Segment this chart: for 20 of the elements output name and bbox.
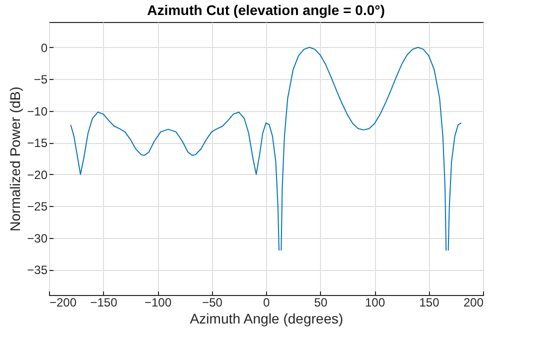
y-tick-label: −30 xyxy=(27,231,48,246)
x-tick-label: −200 xyxy=(50,296,77,310)
x-tick-label: −150 xyxy=(90,296,118,310)
y-tick-label: 0 xyxy=(40,40,48,55)
y-tick-label: −20 xyxy=(27,168,48,182)
x-tick-label: 0 xyxy=(263,296,270,310)
x-tick-label: −100 xyxy=(144,296,172,310)
x-tick-label: 150 xyxy=(419,296,440,310)
x-tick-label: 100 xyxy=(364,296,386,310)
x-tick-label: 200 xyxy=(463,296,484,310)
y-tick-label: −15 xyxy=(27,136,48,150)
y-tick-label: −25 xyxy=(27,200,48,214)
x-tick-label: 50 xyxy=(314,296,328,310)
y-tick-label: −10 xyxy=(27,104,48,118)
y-tick-label: −5 xyxy=(34,72,48,87)
x-axis-title: Azimuth Angle (degrees) xyxy=(190,310,344,326)
y-tick-label: −35 xyxy=(27,263,48,278)
x-tick-label: −50 xyxy=(202,296,223,310)
chart-title: Azimuth Cut (elevation angle = 0.0°) xyxy=(147,2,385,18)
y-axis-title: Normalized Power (dB) xyxy=(7,86,24,232)
